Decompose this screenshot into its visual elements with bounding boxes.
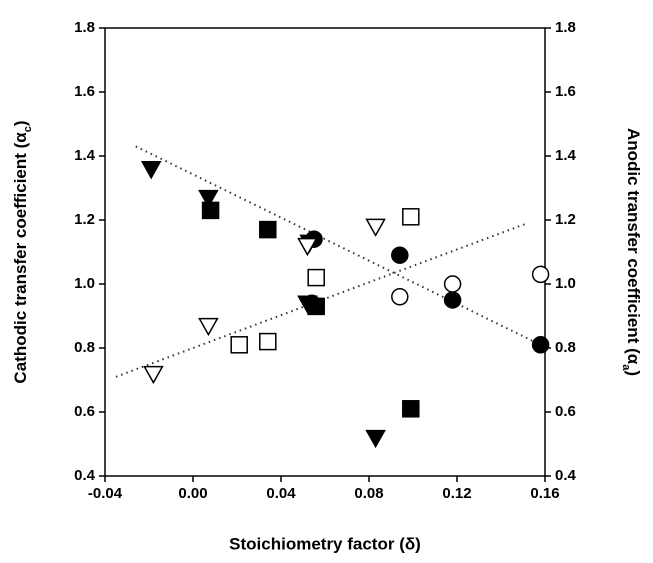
y2-tick-label: 1.6 [555, 83, 576, 100]
marker [303, 294, 321, 312]
y2-tick-label: 1.4 [555, 147, 577, 164]
x-tick-label: 0.04 [266, 485, 296, 502]
y2-tick-label: 1.0 [555, 275, 576, 292]
x-axis-label: Stoichiometry factor (δ) [229, 534, 421, 553]
marker [391, 246, 409, 264]
marker [140, 161, 162, 180]
y-axis-label: Cathodic transfer coefficient (αc) [11, 120, 33, 383]
marker [365, 218, 386, 237]
y-tick-label: 1.0 [74, 275, 95, 292]
y2-tick-label: 0.8 [555, 339, 576, 356]
y-axis-label-part: ) [11, 120, 30, 126]
y-tick-label: 1.6 [74, 83, 95, 100]
marker [259, 332, 277, 351]
x-tick-label: 0.08 [354, 485, 383, 502]
marker [307, 268, 325, 287]
marker [365, 429, 386, 449]
y-tick-label: 1.2 [74, 211, 95, 228]
y2-axis-label-part: ) [624, 370, 643, 376]
marker [143, 365, 164, 385]
x-tick-label: -0.04 [88, 485, 123, 502]
marker [402, 400, 420, 418]
y2-tick-label: 0.6 [555, 403, 576, 420]
y2-axis-label-part: a [620, 364, 632, 371]
marker [443, 291, 462, 309]
y-axis-label-part: c [22, 126, 34, 132]
marker [443, 275, 462, 293]
y-tick-label: 1.8 [74, 19, 95, 36]
y2-tick-label: 0.4 [555, 467, 577, 484]
y-axis-label-part: Cathodic transfer coefficient (α [11, 132, 30, 384]
marker [391, 288, 409, 306]
marker [531, 336, 550, 354]
marker [531, 265, 550, 284]
marker [198, 317, 219, 337]
y2-tick-label: 1.2 [555, 211, 576, 228]
y2-axis-label: Anodic transfer coefficient (αa) [620, 128, 642, 376]
plot-frame [104, 27, 546, 477]
marker [402, 208, 420, 226]
y2-axis-label-part: Anodic transfer coefficient (α [624, 128, 643, 365]
y-tick-label: 1.4 [74, 147, 96, 164]
fit-line [135, 145, 542, 346]
marker [259, 220, 277, 239]
marker [230, 336, 248, 354]
x-tick-label: 0.12 [442, 485, 471, 502]
marker [201, 201, 220, 220]
y-tick-label: 0.4 [74, 467, 96, 484]
marker [297, 237, 318, 257]
marker [198, 189, 219, 209]
y-tick-label: 0.6 [74, 403, 95, 420]
y2-tick-label: 1.8 [555, 19, 576, 36]
x-tick-label: 0.00 [178, 485, 207, 502]
x-tick-label: 0.16 [530, 485, 559, 502]
y-tick-label: 0.8 [74, 339, 95, 356]
